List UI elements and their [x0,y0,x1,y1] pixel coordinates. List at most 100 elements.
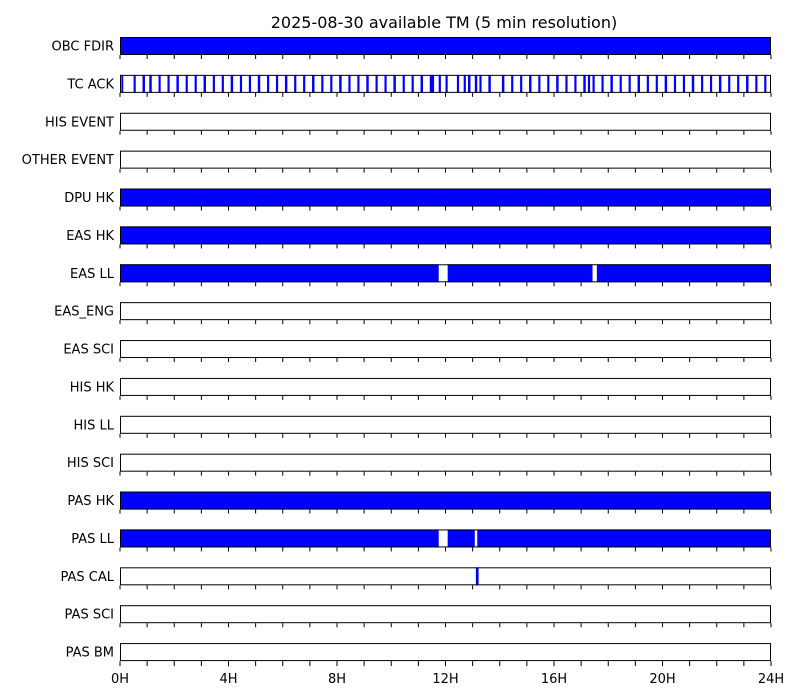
available-interval [402,74,405,93]
row-label: PAS BM [66,646,114,661]
available-interval [158,74,161,93]
available-interval [474,74,478,93]
available-interval [556,74,559,93]
available-interval [456,74,460,93]
available-interval [239,74,243,93]
available-interval [267,74,270,93]
available-interval [574,74,577,93]
row-6: EAS LL [70,264,772,287]
available-interval [468,74,471,93]
row-15: PAS SCI [65,605,772,628]
rows-group: OBC FDIR TC ACK HIS EVENT OTHER EVENT DPU HK… [22,37,772,667]
row-frame [120,37,771,55]
row-background [120,567,771,586]
available-interval [479,74,482,93]
available-interval [628,74,631,93]
row-background [120,643,771,662]
x-tick-label: 8H [328,672,346,687]
x-tick-label: 16H [541,672,567,687]
row-12: PAS HK [67,491,772,514]
available-interval [746,74,749,93]
available-interval [212,74,215,93]
row-background [120,453,771,472]
row-frame [120,377,771,396]
row-label: PAS HK [67,494,114,509]
available-interval [673,74,677,93]
available-interval [120,491,771,510]
row-label: EAS SCI [63,343,114,358]
available-interval [133,74,136,93]
row-label: HIS SCI [67,456,114,471]
available-interval [701,74,704,93]
available-interval [420,74,423,93]
available-interval [167,74,170,93]
row-label: HIS EVENT [45,115,114,130]
row-frame [120,188,771,207]
row-frame [120,643,771,662]
available-interval [221,74,224,93]
available-interval [149,74,152,93]
row-label: HIS LL [74,418,115,433]
available-interval [511,74,514,93]
row-2: HIS EVENT [45,112,772,135]
row-10: HIS LL [74,415,772,438]
row-7: EAS_ENG [54,302,772,325]
available-interval [312,74,315,93]
available-interval [538,74,541,93]
available-interval [501,74,505,93]
available-interval [429,74,435,93]
available-interval [230,74,234,93]
row-frame [120,415,771,434]
row-label: PAS SCI [65,608,114,623]
row-background [120,302,771,321]
available-interval [583,74,586,93]
available-interval [257,74,261,93]
row-frame [120,264,771,283]
row-background [120,605,771,624]
available-interval [330,74,333,93]
row-frame [120,605,771,624]
available-interval [120,226,771,245]
row-label: PAS LL [71,532,115,547]
row-14: PAS CAL [61,567,772,590]
available-interval [120,264,439,283]
row-11: HIS SCI [67,453,772,476]
available-interval [321,74,324,93]
available-interval [529,74,532,93]
row-background [120,340,771,359]
available-interval [384,74,387,93]
row-frame [120,150,771,169]
x-tick-label: 24H [758,672,784,687]
available-interval [718,74,722,93]
row-13: PAS LL [71,529,772,552]
row-frame [120,340,771,359]
row-label: PAS CAL [61,570,115,585]
available-interval [248,74,252,93]
row-label: OTHER EVENT [22,153,114,168]
available-interval [488,74,491,93]
row-background [120,150,771,169]
available-interval [477,529,771,548]
x-tick-label: 12H [432,672,458,687]
available-interval [619,74,622,93]
available-interval [357,74,360,93]
available-interval [447,529,475,548]
available-interval [596,264,771,283]
row-frame [120,112,771,131]
available-interval [601,74,604,93]
row-3: OTHER EVENT [22,150,772,173]
chart-title: 2025-08-30 available TM (5 min resolutio… [271,13,617,32]
available-interval [587,74,591,93]
x-tick-label: 4H [219,672,237,687]
row-8: EAS SCI [63,340,772,363]
available-interval [438,74,441,93]
available-interval [185,74,188,93]
row-label: EAS HK [66,229,114,244]
available-interval [664,74,668,93]
row-4: DPU HK [64,188,772,211]
available-interval [411,74,414,93]
row-label: OBC FDIR [52,40,115,55]
row-label: DPU HK [64,191,114,206]
available-interval [445,74,448,93]
available-interval [375,74,378,93]
